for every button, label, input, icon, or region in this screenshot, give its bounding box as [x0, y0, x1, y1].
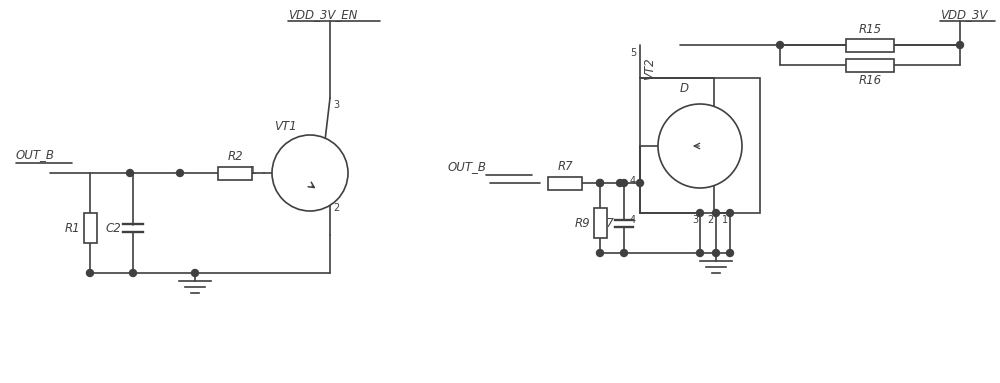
Bar: [640, 78, 760, 213]
Text: VDD_3V: VDD_3V: [940, 8, 987, 21]
Circle shape: [596, 249, 604, 257]
Circle shape: [696, 249, 704, 257]
Circle shape: [192, 270, 199, 277]
Text: VT1: VT1: [274, 120, 297, 133]
Text: R2: R2: [227, 150, 243, 163]
Circle shape: [637, 180, 644, 187]
Text: VDD_3V_EN: VDD_3V_EN: [288, 8, 357, 21]
Text: 1: 1: [250, 166, 256, 176]
Circle shape: [272, 135, 348, 211]
Text: R1: R1: [64, 221, 80, 234]
Text: C2: C2: [105, 221, 121, 234]
Circle shape: [726, 210, 734, 216]
Text: 2: 2: [708, 215, 714, 225]
Circle shape: [776, 41, 784, 49]
Bar: [548, 177, 582, 190]
Circle shape: [87, 270, 94, 277]
Circle shape: [696, 210, 704, 216]
Circle shape: [712, 249, 720, 257]
Bar: [594, 208, 606, 238]
Circle shape: [956, 41, 964, 49]
Text: 5: 5: [630, 48, 636, 58]
Text: VT2: VT2: [643, 57, 656, 80]
Text: R7: R7: [557, 160, 573, 173]
Text: 1: 1: [722, 215, 728, 225]
Text: 3: 3: [333, 100, 339, 110]
Text: 3: 3: [692, 215, 698, 225]
Text: 4: 4: [630, 176, 636, 186]
Text: OUT_B: OUT_B: [447, 160, 486, 173]
Text: OUT_B: OUT_B: [16, 148, 55, 161]
Circle shape: [620, 249, 628, 257]
Circle shape: [726, 249, 734, 257]
Circle shape: [616, 180, 624, 187]
Circle shape: [620, 180, 628, 187]
Circle shape: [177, 170, 184, 177]
Bar: [846, 59, 894, 72]
Text: 2: 2: [333, 203, 339, 213]
Bar: [846, 39, 894, 51]
Bar: [218, 167, 252, 180]
Circle shape: [127, 170, 134, 177]
Circle shape: [712, 210, 720, 216]
Text: C7: C7: [598, 216, 614, 229]
Text: D: D: [680, 82, 689, 95]
Text: R15: R15: [858, 23, 882, 36]
Text: R16: R16: [858, 74, 882, 87]
Circle shape: [130, 270, 137, 277]
Circle shape: [596, 180, 604, 187]
Circle shape: [596, 180, 604, 187]
Circle shape: [658, 104, 742, 188]
Text: 4: 4: [630, 215, 636, 225]
Bar: [84, 213, 97, 243]
Text: R9: R9: [574, 216, 590, 229]
